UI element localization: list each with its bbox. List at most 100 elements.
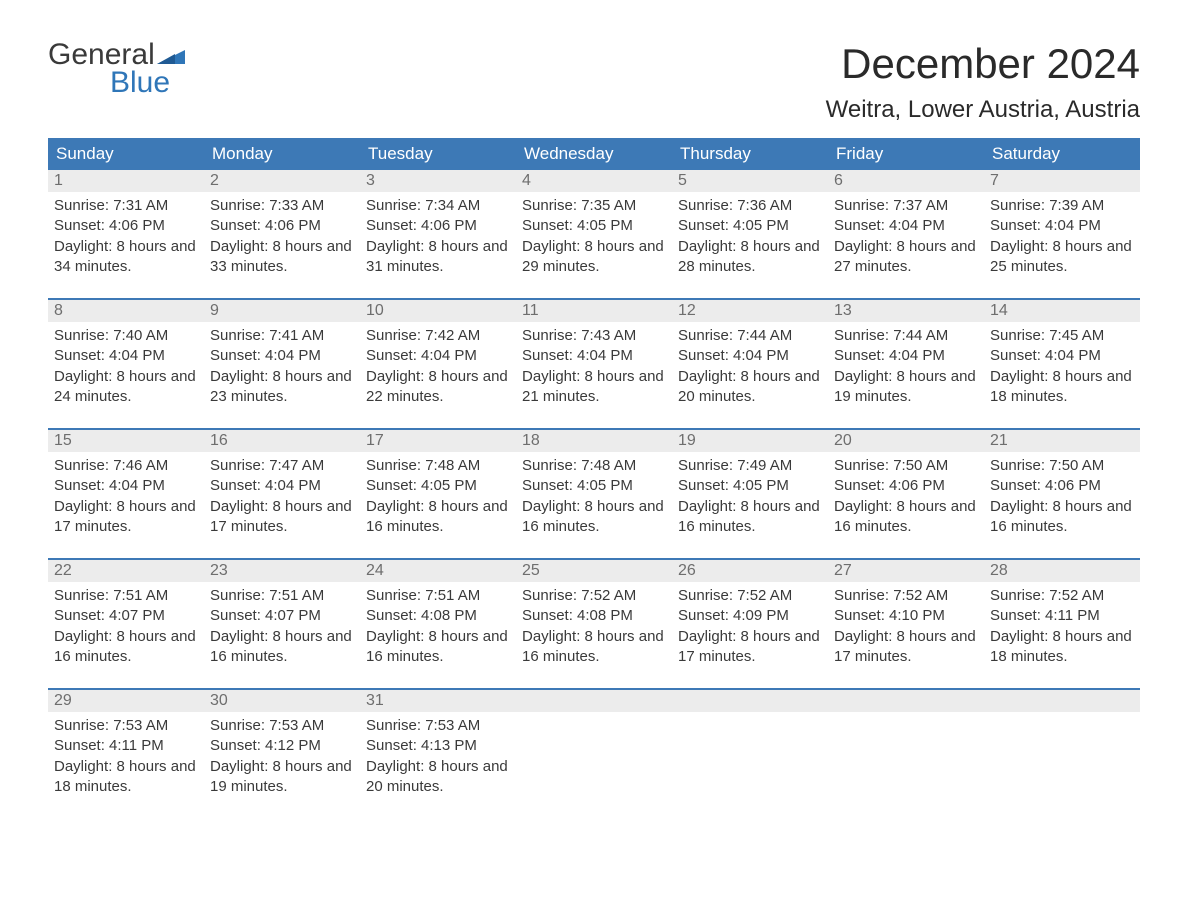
day-header-saturday: Saturday bbox=[984, 138, 1140, 170]
day-number: 17 bbox=[360, 430, 516, 452]
header: General Blue December 2024 Weitra, Lower… bbox=[48, 40, 1140, 124]
day-number: 18 bbox=[516, 430, 672, 452]
day-number: 23 bbox=[204, 560, 360, 582]
sunrise-line: Sunrise: 7:53 AM bbox=[366, 716, 510, 736]
day-cell: 29Sunrise: 7:53 AMSunset: 4:11 PMDayligh… bbox=[48, 690, 204, 818]
day-number: 21 bbox=[984, 430, 1140, 452]
day-body: Sunrise: 7:36 AMSunset: 4:05 PMDaylight:… bbox=[672, 192, 828, 287]
sunset-line: Sunset: 4:11 PM bbox=[54, 736, 198, 756]
day-cell: 16Sunrise: 7:47 AMSunset: 4:04 PMDayligh… bbox=[204, 430, 360, 558]
day-cell: 19Sunrise: 7:49 AMSunset: 4:05 PMDayligh… bbox=[672, 430, 828, 558]
day-header-thursday: Thursday bbox=[672, 138, 828, 170]
day-cell: 22Sunrise: 7:51 AMSunset: 4:07 PMDayligh… bbox=[48, 560, 204, 688]
sunrise-line: Sunrise: 7:44 AM bbox=[834, 326, 978, 346]
day-cell: . bbox=[828, 690, 984, 818]
calendar: SundayMondayTuesdayWednesdayThursdayFrid… bbox=[48, 138, 1140, 818]
daylight-line: Daylight: 8 hours and 20 minutes. bbox=[678, 367, 822, 408]
sunrise-line: Sunrise: 7:49 AM bbox=[678, 456, 822, 476]
sunset-line: Sunset: 4:04 PM bbox=[366, 346, 510, 366]
sunset-line: Sunset: 4:04 PM bbox=[990, 346, 1134, 366]
day-number: 19 bbox=[672, 430, 828, 452]
sunset-line: Sunset: 4:06 PM bbox=[834, 476, 978, 496]
sunset-line: Sunset: 4:04 PM bbox=[210, 346, 354, 366]
day-cell: 20 Sunrise: 7:50 AMSunset: 4:06 PMDayligh… bbox=[828, 430, 984, 558]
sunset-line: Sunset: 4:06 PM bbox=[990, 476, 1134, 496]
day-body: Sunrise: 7:52 AMSunset: 4:10 PMDaylight:… bbox=[828, 582, 984, 677]
sunrise-line: Sunrise: 7:36 AM bbox=[678, 196, 822, 216]
day-cell: 2Sunrise: 7:33 AMSunset: 4:06 PMDaylight… bbox=[204, 170, 360, 298]
day-body: Sunrise: 7:33 AMSunset: 4:06 PMDaylight:… bbox=[204, 192, 360, 287]
sunrise-line: Sunrise: 7:47 AM bbox=[210, 456, 354, 476]
day-body: Sunrise: 7:42 AMSunset: 4:04 PMDaylight:… bbox=[360, 322, 516, 417]
day-cell: 7Sunrise: 7:39 AMSunset: 4:04 PMDaylight… bbox=[984, 170, 1140, 298]
day-header-row: SundayMondayTuesdayWednesdayThursdayFrid… bbox=[48, 138, 1140, 170]
logo-word-2: Blue bbox=[48, 68, 185, 98]
sunset-line: Sunset: 4:05 PM bbox=[522, 476, 666, 496]
sunrise-line: Sunrise: 7:53 AM bbox=[210, 716, 354, 736]
day-cell: 25Sunrise: 7:52 AMSunset: 4:08 PMDayligh… bbox=[516, 560, 672, 688]
day-cell: 13Sunrise: 7:44 AMSunset: 4:04 PMDayligh… bbox=[828, 300, 984, 428]
sunset-line: Sunset: 4:06 PM bbox=[366, 216, 510, 236]
day-number: 1 bbox=[48, 170, 204, 192]
sunrise-line: Sunrise: 7:33 AM bbox=[210, 196, 354, 216]
sunrise-line: Sunrise: 7:52 AM bbox=[678, 586, 822, 606]
sunrise-line: Sunrise: 7:37 AM bbox=[834, 196, 978, 216]
day-cell: 27Sunrise: 7:52 AMSunset: 4:10 PMDayligh… bbox=[828, 560, 984, 688]
day-body: Sunrise: 7:47 AMSunset: 4:04 PMDaylight:… bbox=[204, 452, 360, 547]
daylight-line: Daylight: 8 hours and 31 minutes. bbox=[366, 237, 510, 278]
daylight-line: Daylight: 8 hours and 16 minutes. bbox=[522, 497, 666, 538]
sunset-line: Sunset: 4:04 PM bbox=[522, 346, 666, 366]
day-cell: 10Sunrise: 7:42 AMSunset: 4:04 PMDayligh… bbox=[360, 300, 516, 428]
day-cell: 28Sunrise: 7:52 AMSunset: 4:11 PMDayligh… bbox=[984, 560, 1140, 688]
day-number: 28 bbox=[984, 560, 1140, 582]
sunrise-line: Sunrise: 7:46 AM bbox=[54, 456, 198, 476]
sunset-line: Sunset: 4:08 PM bbox=[522, 606, 666, 626]
daylight-line: Daylight: 8 hours and 16 minutes. bbox=[522, 627, 666, 668]
day-body: Sunrise: 7:48 AMSunset: 4:05 PMDaylight:… bbox=[516, 452, 672, 547]
day-body: Sunrise: 7:44 AMSunset: 4:04 PMDaylight:… bbox=[828, 322, 984, 417]
day-cell: 8Sunrise: 7:40 AMSunset: 4:04 PMDaylight… bbox=[48, 300, 204, 428]
day-cell: 24Sunrise: 7:51 AMSunset: 4:08 PMDayligh… bbox=[360, 560, 516, 688]
daylight-line: Daylight: 8 hours and 16 minutes. bbox=[834, 497, 978, 538]
sunrise-line: Sunrise: 7:52 AM bbox=[834, 586, 978, 606]
daylight-line: Daylight: 8 hours and 25 minutes. bbox=[990, 237, 1134, 278]
daylight-line: Daylight: 8 hours and 16 minutes. bbox=[366, 627, 510, 668]
daylight-line: Daylight: 8 hours and 19 minutes. bbox=[834, 367, 978, 408]
sunset-line: Sunset: 4:10 PM bbox=[834, 606, 978, 626]
day-body: Sunrise: 7:44 AMSunset: 4:04 PMDaylight:… bbox=[672, 322, 828, 417]
day-cell: . bbox=[672, 690, 828, 818]
sunset-line: Sunset: 4:04 PM bbox=[54, 346, 198, 366]
day-body: Sunrise: 7:40 AMSunset: 4:04 PMDaylight:… bbox=[48, 322, 204, 417]
week-row: 22Sunrise: 7:51 AMSunset: 4:07 PMDayligh… bbox=[48, 558, 1140, 688]
sunrise-line: Sunrise: 7:50 AM bbox=[834, 456, 978, 476]
day-number: 9 bbox=[204, 300, 360, 322]
day-body: Sunrise: 7:52 AMSunset: 4:08 PMDaylight:… bbox=[516, 582, 672, 677]
sunset-line: Sunset: 4:11 PM bbox=[990, 606, 1134, 626]
day-header-wednesday: Wednesday bbox=[516, 138, 672, 170]
sunset-line: Sunset: 4:05 PM bbox=[678, 476, 822, 496]
daylight-line: Daylight: 8 hours and 18 minutes. bbox=[990, 367, 1134, 408]
day-number: 16 bbox=[204, 430, 360, 452]
day-header-sunday: Sunday bbox=[48, 138, 204, 170]
daylight-line: Daylight: 8 hours and 23 minutes. bbox=[210, 367, 354, 408]
day-number: 20 bbox=[828, 430, 984, 452]
daylight-line: Daylight: 8 hours and 17 minutes. bbox=[54, 497, 198, 538]
day-number: 8 bbox=[48, 300, 204, 322]
sunset-line: Sunset: 4:12 PM bbox=[210, 736, 354, 756]
day-number: 7 bbox=[984, 170, 1140, 192]
day-header-monday: Monday bbox=[204, 138, 360, 170]
day-number: 4 bbox=[516, 170, 672, 192]
day-body: Sunrise: 7:49 AMSunset: 4:05 PMDaylight:… bbox=[672, 452, 828, 547]
day-cell: 26Sunrise: 7:52 AMSunset: 4:09 PMDayligh… bbox=[672, 560, 828, 688]
sunset-line: Sunset: 4:07 PM bbox=[210, 606, 354, 626]
sunset-line: Sunset: 4:04 PM bbox=[210, 476, 354, 496]
day-body: Sunrise: 7:31 AMSunset: 4:06 PMDaylight:… bbox=[48, 192, 204, 287]
day-body: Sunrise: 7:48 AMSunset: 4:05 PMDaylight:… bbox=[360, 452, 516, 547]
daylight-line: Daylight: 8 hours and 20 minutes. bbox=[366, 757, 510, 798]
day-number: 25 bbox=[516, 560, 672, 582]
day-body: Sunrise: 7:34 AMSunset: 4:06 PMDaylight:… bbox=[360, 192, 516, 287]
day-body: Sunrise: 7:37 AMSunset: 4:04 PMDaylight:… bbox=[828, 192, 984, 287]
sunrise-line: Sunrise: 7:51 AM bbox=[210, 586, 354, 606]
day-cell: . bbox=[984, 690, 1140, 818]
day-body: Sunrise: 7:45 AMSunset: 4:04 PMDaylight:… bbox=[984, 322, 1140, 417]
